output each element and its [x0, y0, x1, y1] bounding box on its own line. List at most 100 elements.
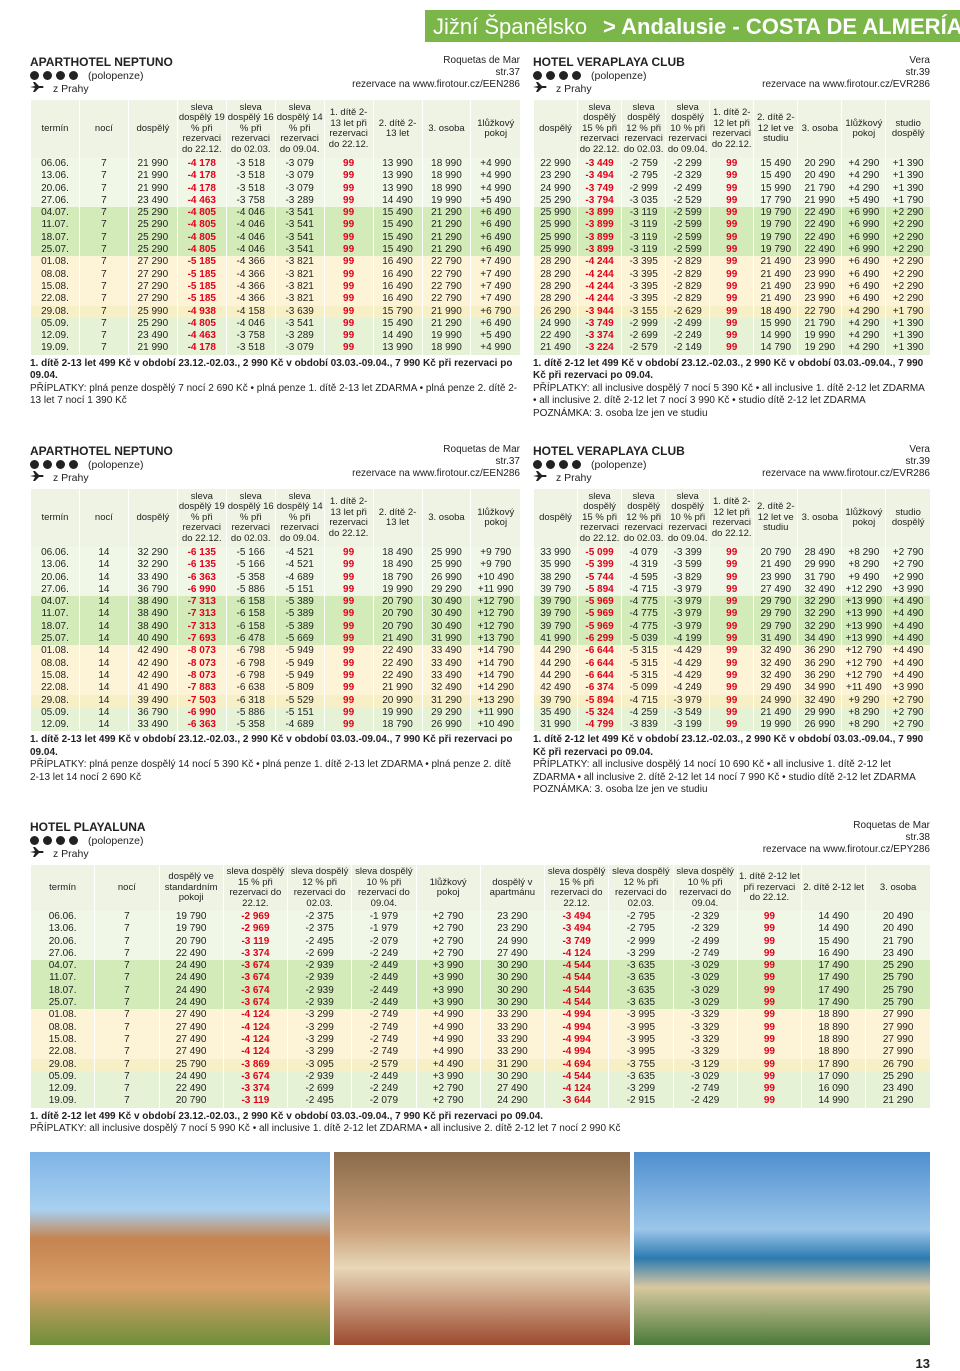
table-cell: -3 899: [577, 231, 622, 245]
table-cell: +1 390: [885, 330, 930, 343]
table-cell: 18 890: [800, 1033, 866, 1047]
table-cell: 99: [323, 231, 374, 245]
table-cell: 7: [78, 194, 129, 208]
table-cell: 27 290: [127, 268, 178, 281]
table-cell: 32 290: [797, 596, 842, 609]
star-icon: [43, 71, 52, 80]
table-cell: 99: [736, 1009, 802, 1022]
table-cell: +2 790: [885, 559, 930, 572]
table-cell: 99: [709, 330, 754, 343]
table-cell: -5 809: [274, 682, 325, 695]
price-row: 35 990 -5 399 -4 319 -3 599 99 21 490 29 990 +8…: [532, 559, 930, 572]
table-cell: 20 790: [372, 620, 422, 634]
table-cell: +8 290: [841, 559, 886, 572]
table-cell: +9 290: [841, 694, 886, 707]
column-header: 2. dítě 2-12 let ve studiu: [753, 100, 798, 158]
price-row: 24 990 -3 749 -2 999 -2 499 99 15 990 21 790 +4…: [532, 317, 930, 331]
table-cell: 24 290: [479, 1095, 545, 1108]
table-cell: -3 635: [608, 1070, 673, 1084]
table-cell: 99: [736, 1070, 802, 1084]
table-cell: 99: [323, 583, 374, 597]
column-header: sleva dospělý 15 % při rezervaci do 22.1…: [222, 865, 288, 911]
table-cell: +7 490: [470, 280, 520, 294]
table-cell: 22 790: [797, 305, 842, 318]
column-header: 3. osoba: [421, 489, 471, 547]
column-header: sleva dospělý 12 % při rezervaci do 02.0…: [621, 100, 666, 158]
price-row: 27.06. 14 36 790 -6 990 -5 886 -5 151 99 19 990…: [30, 583, 520, 597]
table-cell: -5 358: [225, 571, 276, 584]
table-cell: 08.08.: [29, 1021, 95, 1034]
table-cell: -4 429: [665, 657, 710, 670]
table-cell: +6 490: [470, 219, 520, 232]
table-cell: -6 374: [577, 682, 622, 695]
table-cell: 23 490: [127, 194, 178, 208]
table-cell: 21 290: [421, 244, 471, 257]
table-cell: 27.06.: [29, 947, 95, 961]
table-cell: 99: [323, 706, 374, 720]
table-cell: -3 119: [621, 244, 666, 257]
table-cell: 18 790: [372, 719, 422, 732]
table-cell: -4 463: [176, 194, 227, 208]
table-cell: 44 290: [532, 657, 578, 670]
table-cell: -3 541: [274, 231, 325, 245]
table-cell: -4 689: [274, 719, 325, 732]
table-cell: -4 805: [176, 207, 227, 220]
table-cell: -4 938: [176, 305, 227, 318]
table-cell: -3 635: [608, 997, 673, 1010]
booking: rezervace na www.firotour.cz/EEN286: [352, 468, 520, 479]
departure: z Prahy: [53, 82, 89, 95]
table-cell: -3 644: [543, 1095, 609, 1108]
table-cell: 16 490: [372, 256, 422, 269]
table-cell: 23 990: [797, 293, 842, 306]
note: PŘÍPLATKY: all inclusive dospělý 7 nocí …: [533, 382, 925, 407]
table-cell: +12 790: [841, 657, 886, 670]
board: (polopenze): [88, 69, 144, 82]
table-cell: +12 790: [470, 620, 520, 634]
table-cell: 99: [323, 158, 374, 171]
table-cell: 33 290: [479, 1009, 545, 1022]
table-cell: +2 790: [415, 923, 481, 936]
table-cell: 99: [709, 719, 754, 732]
table-cell: 99: [709, 706, 754, 720]
table-cell: 29 790: [753, 596, 798, 609]
table-cell: +2 790: [885, 719, 930, 732]
table-cell: 25 290: [865, 960, 930, 973]
table-cell: 21 290: [421, 231, 471, 245]
table-cell: 16 490: [800, 947, 866, 961]
table-cell: -3 289: [274, 194, 325, 208]
table-cell: +4 290: [841, 330, 886, 343]
table-cell: -5 969: [577, 620, 622, 634]
table-cell: 99: [323, 182, 374, 195]
table-cell: +9 790: [470, 547, 520, 560]
departure-row: z Prahy: [30, 847, 930, 860]
table-cell: -4 994: [543, 1033, 609, 1047]
table-cell: -4 429: [665, 669, 710, 683]
table-cell: 99: [323, 342, 374, 355]
table-cell: 22 490: [797, 231, 842, 245]
table-cell: 99: [323, 194, 374, 208]
table-cell: 99: [709, 669, 754, 683]
hotel-info: Roquetas de Mar str.37 rezervace na www.fi…: [352, 444, 520, 480]
table-cell: 21 490: [753, 293, 798, 306]
price-row: 31 990 -4 799 -3 839 -3 199 99 19 990 26 990 +8…: [532, 719, 930, 732]
table-cell: 7: [78, 317, 129, 331]
price-row: 22.08. 7 27 490 -4 124 -3 299 -2 749 +4 990 33 …: [29, 1046, 930, 1059]
table-cell: +2 290: [885, 256, 930, 269]
table-cell: +6 490: [841, 268, 886, 281]
column-header: nocí: [94, 865, 159, 911]
table-cell: -4 689: [274, 571, 325, 584]
table-cell: 21 490: [753, 268, 798, 281]
table-cell: 20 790: [372, 608, 422, 621]
table-cell: 27 990: [865, 1009, 930, 1022]
table-cell: -7 313: [176, 596, 227, 609]
table-cell: 99: [323, 170, 374, 183]
table-cell: 38 490: [127, 596, 178, 609]
column-header: 1. dítě 2-13 let při rezervaci do 22.12.: [323, 100, 374, 158]
table-cell: +3 990: [885, 583, 930, 597]
table-cell: +2 290: [885, 293, 930, 306]
table-cell: -4 775: [621, 596, 666, 609]
table-cell: -3 758: [225, 330, 276, 343]
table-cell: 13.06.: [30, 170, 80, 183]
column-header: 2. dítě 2-12 let ve studiu: [753, 489, 798, 547]
